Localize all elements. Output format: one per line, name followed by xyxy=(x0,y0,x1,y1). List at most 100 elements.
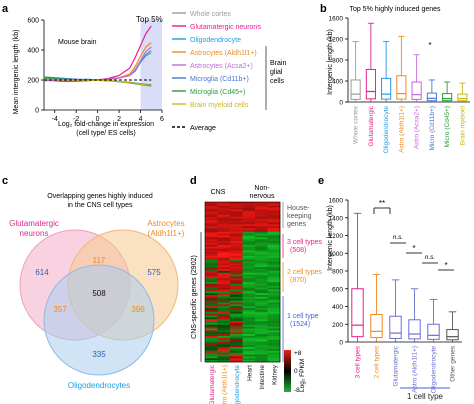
heatmap-cell xyxy=(242,300,256,303)
heatmap-cell xyxy=(267,268,281,272)
heatmap-cell xyxy=(255,350,268,353)
heatmap-cell xyxy=(242,218,256,221)
heatmap-cell xyxy=(242,285,256,288)
heatmap-cell xyxy=(267,224,281,227)
heatmap-cell xyxy=(267,289,281,292)
heatmap-cell xyxy=(242,254,256,257)
e-category-label: Oligodendrocyte xyxy=(431,346,438,394)
heatmap-cell xyxy=(230,278,243,281)
group2-label-1: 2 cell types xyxy=(287,269,323,276)
heatmap-cell xyxy=(217,291,231,294)
heatmap-cell xyxy=(255,235,268,238)
heatmap-cell xyxy=(217,354,231,357)
heatmap-column-label: Oligodendrocyte xyxy=(234,365,241,404)
heatmap-cell xyxy=(255,282,268,285)
heatmap-cell xyxy=(217,335,231,339)
heatmap-cell xyxy=(217,330,231,333)
heatmap-cell xyxy=(255,270,268,273)
a-ytick-label: 400 xyxy=(27,48,39,55)
heatmap-cell xyxy=(267,261,281,264)
heatmap-cell xyxy=(255,267,268,270)
heatmap-cell xyxy=(255,213,268,216)
venn-label-a-2: neurons xyxy=(20,229,49,238)
heatmap-cell xyxy=(205,246,218,249)
heatmap-cell xyxy=(255,287,268,290)
a-ytick-label: 200 xyxy=(27,78,39,85)
a-legend-label: Oligodendrocyte xyxy=(190,37,241,44)
heatmap-cell xyxy=(255,348,268,352)
a-legend-label: Glutamatergic neurons xyxy=(190,24,261,31)
heatmap-cell xyxy=(242,332,256,335)
heatmap-cell xyxy=(267,231,281,234)
e-category-label: Glutamatergic xyxy=(393,345,400,386)
heatmap-cell xyxy=(230,231,243,234)
heatmap-cell xyxy=(255,339,268,342)
heatmap-cell xyxy=(255,300,268,303)
heatmap-cell xyxy=(242,203,256,207)
heatmap-cell xyxy=(255,352,268,355)
heatmap-cell xyxy=(242,322,256,326)
heatmap-cell xyxy=(255,334,268,337)
heatmap-cell xyxy=(230,298,243,301)
e-ytick-label: 1600 xyxy=(329,198,344,205)
a-ytick-label: 600 xyxy=(27,18,39,25)
heatmap-cell xyxy=(255,341,268,344)
heatmap-cell xyxy=(242,276,256,279)
heatmap-header-non-1: Non- xyxy=(254,185,270,192)
panel-a-xlabel-1: Log₂ fold-change in expression xyxy=(58,121,154,128)
heatmap-cell xyxy=(230,304,243,307)
heatmap-cell xyxy=(205,339,218,342)
heatmap-cell xyxy=(255,254,268,257)
heatmap-cell xyxy=(255,358,268,361)
heatmap-cell xyxy=(230,224,243,227)
heatmap-cell xyxy=(230,202,243,205)
heatmap-cell xyxy=(242,356,256,359)
heatmap-cell xyxy=(255,278,268,281)
heatmap-cell xyxy=(217,287,231,290)
heatmap-cell xyxy=(217,216,231,220)
heatmap-cell xyxy=(205,224,218,227)
heatmap-cell xyxy=(217,265,231,268)
e-category-label: 2 cell types xyxy=(374,345,381,378)
heatmap-cell xyxy=(267,291,281,294)
heatmap-cell xyxy=(230,337,243,340)
heatmap-cell xyxy=(242,345,256,348)
venn-label-b-1: Astrocytes xyxy=(147,219,184,228)
heatmap-cell xyxy=(242,348,256,352)
heatmap-cell xyxy=(230,317,243,320)
heatmap-cell xyxy=(205,252,218,255)
heatmap-cell xyxy=(267,295,281,298)
heatmap-cell xyxy=(242,213,256,216)
heatmap-cell xyxy=(230,229,243,233)
heatmap-cell xyxy=(230,205,243,208)
heatmap-cell xyxy=(230,313,243,316)
heatmap-cell xyxy=(242,335,256,339)
heatmap-cell xyxy=(242,343,256,346)
heatmap-cell xyxy=(255,242,268,246)
panel-a-letter: a xyxy=(2,3,9,15)
heatmap-cell xyxy=(217,295,231,298)
heatmap-cell xyxy=(217,255,231,259)
brace-label-1: Brain xyxy=(270,60,286,67)
e-ytick-label: 1400 xyxy=(329,215,344,222)
heatmap-cell xyxy=(267,235,281,238)
heatmap-cell xyxy=(205,298,218,301)
heatmap-cell xyxy=(242,326,256,329)
heatmap-cell xyxy=(205,254,218,257)
heatmap-cell xyxy=(242,226,256,229)
heatmap-cell xyxy=(267,237,281,240)
heatmap-cell xyxy=(217,334,231,337)
heatmap-cell xyxy=(267,222,281,225)
e-category-label: Astro (Aldh1l1+) xyxy=(412,346,419,393)
heatmap-cell xyxy=(267,263,281,266)
e-category-label: Other genes xyxy=(450,345,457,382)
heatmap-cell xyxy=(267,334,281,337)
brace-label-2: glial xyxy=(270,69,283,76)
heatmap-cell xyxy=(267,339,281,342)
heatmap-cell xyxy=(267,321,281,324)
heatmap-cell xyxy=(205,213,218,216)
b-category-label: Brain myeloid xyxy=(459,106,466,146)
venn-count-ac: 357 xyxy=(53,305,67,314)
heatmap-cell xyxy=(242,231,256,234)
